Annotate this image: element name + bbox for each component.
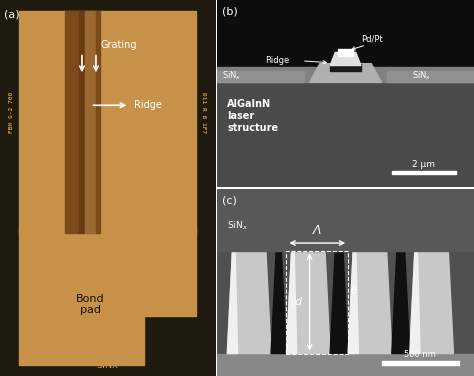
Polygon shape	[271, 250, 286, 353]
Bar	[392, 171, 456, 174]
Polygon shape	[330, 52, 361, 65]
Bar	[217, 71, 474, 187]
Bar	[217, 67, 474, 82]
Text: (a): (a)	[4, 9, 20, 20]
Bar	[19, 11, 196, 233]
Bar	[79, 11, 85, 233]
Bar	[217, 189, 474, 250]
Bar	[330, 64, 361, 71]
Text: 2 μm: 2 μm	[412, 159, 436, 168]
Bar	[85, 11, 96, 233]
Text: FBH G-2 700: FBH G-2 700	[9, 92, 14, 133]
Polygon shape	[19, 226, 196, 365]
Bar	[382, 361, 458, 365]
Bar	[217, 71, 304, 82]
Text: d: d	[295, 297, 302, 307]
Bar	[96, 11, 100, 233]
Text: SiN$_x$: SiN$_x$	[222, 70, 242, 82]
Text: AlGaInN
laser
structure: AlGaInN laser structure	[228, 100, 279, 133]
Polygon shape	[310, 64, 382, 82]
Polygon shape	[410, 250, 454, 353]
Bar	[217, 0, 474, 71]
Text: Grating: Grating	[100, 40, 137, 50]
Polygon shape	[286, 250, 297, 353]
Text: 500 nm: 500 nm	[404, 350, 436, 359]
Polygon shape	[392, 250, 410, 353]
Text: Ridge: Ridge	[134, 100, 162, 110]
Polygon shape	[228, 250, 237, 353]
Polygon shape	[348, 250, 358, 353]
Text: SiNx: SiNx	[97, 360, 119, 370]
Polygon shape	[286, 250, 330, 353]
Text: (c): (c)	[222, 195, 237, 205]
Bar	[387, 71, 474, 82]
Polygon shape	[410, 250, 420, 353]
Text: θ: θ	[351, 286, 356, 296]
Bar	[217, 353, 474, 376]
Text: SiN$_x$: SiN$_x$	[228, 220, 248, 232]
Text: D11 R 6 1F7: D11 R 6 1F7	[201, 92, 206, 133]
Polygon shape	[338, 49, 353, 56]
Polygon shape	[348, 250, 392, 353]
Text: (b): (b)	[222, 6, 238, 17]
Text: SiN$_x$: SiN$_x$	[412, 70, 432, 82]
Polygon shape	[330, 250, 348, 353]
Text: Λ: Λ	[313, 224, 321, 237]
Text: Pd/Pt: Pd/Pt	[361, 34, 383, 43]
Text: Bond
pad: Bond pad	[76, 294, 105, 315]
Text: Ridge: Ridge	[265, 56, 289, 65]
Polygon shape	[228, 250, 271, 353]
Bar	[286, 250, 348, 353]
Bar	[64, 11, 79, 233]
